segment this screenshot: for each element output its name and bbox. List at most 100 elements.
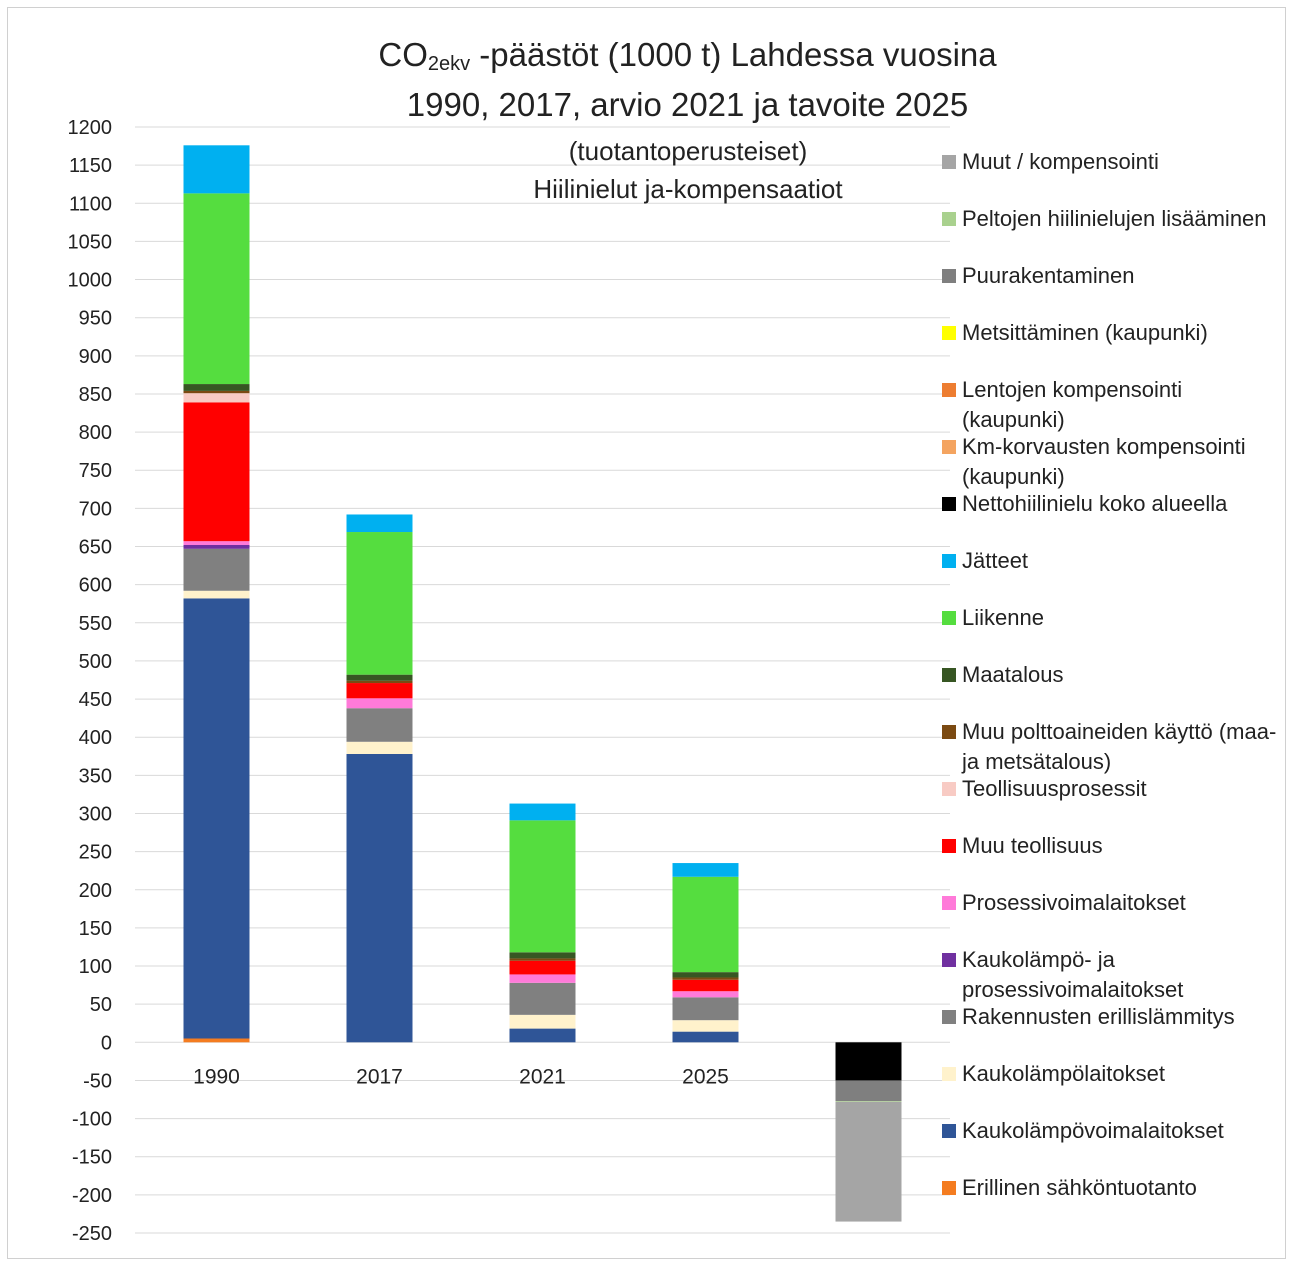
bar-segment [183,393,250,403]
y-tick-label: 1150 [69,155,112,177]
y-axis-tick-labels: 1200115011001050100095090085080075070065… [68,117,113,1245]
legend-swatch [942,782,956,796]
legend-swatch [942,554,956,568]
bar-segment [183,598,250,1039]
bar-segment [672,1031,739,1043]
x-tick-label: 2021 [519,1065,566,1088]
legend-label: Erillinen sähköntuotanto [962,1175,1197,1200]
y-tick-label: 300 [79,803,112,825]
legend-swatch [942,497,956,511]
bar-segments [183,145,902,1222]
y-tick-label: 0 [101,1032,112,1054]
bar-segment [672,876,739,973]
legend-label: Jätteet [962,548,1029,573]
bar-segment [346,514,413,533]
bar-segment [672,977,739,980]
legend-label: Muut / kompensointi [962,149,1159,174]
legend-swatch [942,440,956,454]
bar-segment [509,974,576,983]
legend-label: Prosessivoimalaitokset [962,890,1186,915]
bar-segment [509,803,576,821]
bar-segment [346,680,413,684]
y-tick-label: 800 [79,422,112,444]
legend-swatch [942,839,956,853]
legend-label: Muu teollisuus [962,833,1103,858]
y-tick-label: 650 [79,537,112,559]
bar-segment [346,753,413,1043]
chart-title-line-2: 1990, 2017, arvio 2021 ja tavoite 2025 [406,86,969,123]
legend-swatch [942,383,956,397]
y-tick-label: -150 [72,1147,112,1169]
y-tick-label: -50 [83,1070,112,1092]
bar-segment [509,820,576,953]
legend-label: Km-korvausten kompensointi (kaupunki) [962,434,1246,489]
legend-swatch [942,668,956,682]
y-tick-label: 950 [79,308,112,330]
legend-label: Teollisuusprosessit [962,776,1147,801]
y-tick-label: -250 [72,1223,112,1245]
bar-segment [835,1101,902,1222]
y-tick-label: 350 [79,765,112,787]
bar-segment [183,390,250,394]
bar-segment [509,952,576,959]
bar-segment [835,1101,902,1102]
y-tick-label: 400 [79,727,112,749]
y-tick-label: 1000 [68,270,113,292]
x-tick-label: 2025 [682,1065,729,1088]
x-axis-tick-labels: 1990 2017 2021 2025 [193,1065,729,1088]
bar-segment [183,590,250,599]
legend-swatch [942,953,956,967]
bar-segment [346,532,413,675]
y-tick-label: 700 [79,498,112,520]
legend-label: Lentojen kompensointi (kaupunki) [962,377,1183,432]
bar-segment [672,1020,739,1032]
legend-swatch [942,1124,956,1138]
y-tick-label: -100 [72,1109,112,1131]
x-tick-label: 1990 [193,1065,240,1088]
bar-segment [672,863,739,877]
chart-frame [7,7,1286,1259]
legend-swatch [942,1067,956,1081]
bar-segment [183,548,250,591]
legend-swatch [942,1010,956,1024]
bar-segment [835,1042,902,1081]
legend-swatch [942,896,956,910]
y-tick-label: 150 [79,918,112,940]
chart-title-line-1: CO2ekv -päästöt (1000 t) Lahdessa vuosin… [378,36,997,75]
legend-label: Maatalous [962,662,1064,687]
y-tick-label: 1200 [68,117,113,139]
bar-segment [509,1028,576,1043]
y-tick-label: 750 [79,460,112,482]
bar-segment [346,741,413,754]
bar-segment [346,708,413,742]
legend-swatch [942,1181,956,1195]
legend-label: Kaukolämpö- ja prosessivoimalaitokset [962,947,1184,1002]
chart-subtitle: (tuotantoperusteiset) [568,136,808,166]
bar-segment [509,958,576,961]
y-tick-label: 1100 [69,193,112,215]
bar-segment [509,982,576,1015]
y-tick-label: 850 [79,384,112,406]
y-tick-label: 1050 [68,231,113,253]
legend-label: Metsittäminen (kaupunki) [962,320,1208,345]
legend-label: Nettohiilinielu koko alueella [962,491,1228,516]
legend-label: Kaukolämpövoimalaitokset [962,1118,1224,1143]
x-tick-label: 2017 [356,1065,403,1088]
legend-label: Muu polttoaineiden käyttö (maa- ja metsä… [962,719,1277,774]
legend-label: Kaukolämpölaitokset [962,1061,1166,1086]
y-tick-label: 450 [79,689,112,711]
legend-swatch [942,326,956,340]
legend-swatch [942,269,956,283]
y-tick-label: 500 [79,651,112,673]
bar-segment [509,960,576,975]
legend-label: Peltojen hiilinielujen lisääminen [962,206,1267,231]
y-tick-label: 600 [79,575,112,597]
y-tick-label: 50 [90,994,112,1016]
bar-segment [835,1080,902,1102]
legend-swatch [942,212,956,226]
bar-segment [672,991,739,998]
bar-segment [183,193,250,385]
bar-segment [346,683,413,699]
y-tick-label: 550 [79,613,112,635]
